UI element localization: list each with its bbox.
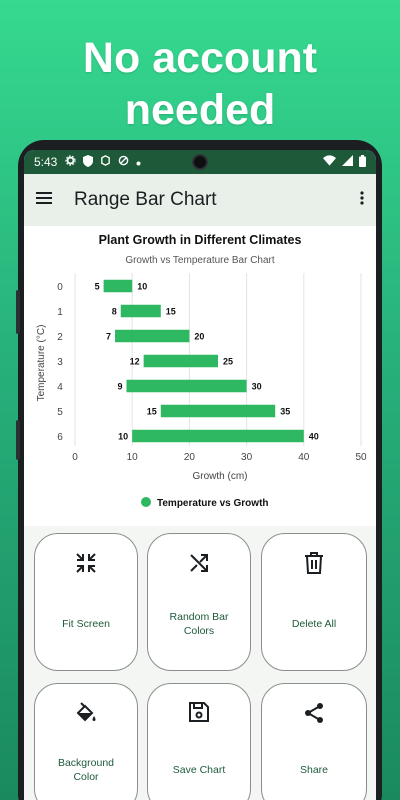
range-bar <box>160 404 276 418</box>
y-tick-label: 5 <box>57 407 63 418</box>
random-bar-colors-button[interactable]: Random Bar Colors <box>147 533 251 671</box>
range-bar <box>120 304 161 318</box>
random-bar-colors-label: Random Bar Colors <box>169 611 229 637</box>
x-tick-label: 20 <box>184 452 196 463</box>
x-tick-label: 50 <box>355 452 367 463</box>
bar-high-label: 35 <box>280 407 290 417</box>
background-color-label: Background Color <box>57 757 115 783</box>
range-bar <box>132 429 304 443</box>
more-options-icon[interactable] <box>360 190 364 210</box>
share-label: Share <box>299 764 329 776</box>
bar-high-label: 10 <box>137 282 147 292</box>
bar-high-label: 40 <box>309 432 319 442</box>
legend-swatch <box>141 497 151 507</box>
legend-label: Temperature vs Growth <box>157 498 269 509</box>
x-tick-label: 30 <box>241 452 253 463</box>
shuffle-icon <box>148 552 250 574</box>
y-tick-label: 6 <box>57 432 63 443</box>
save-chart-label: Save Chart <box>172 764 226 776</box>
wifi-icon <box>323 155 336 169</box>
status-time: 5:43 <box>34 155 58 169</box>
range-bar <box>126 379 247 393</box>
bar-low-label: 8 <box>112 307 117 317</box>
save-chart-button[interactable]: Save Chart <box>147 683 251 800</box>
y-tick-label: 3 <box>57 357 63 368</box>
signal-icon <box>342 155 353 169</box>
bar-low-label: 5 <box>95 282 100 292</box>
fit-screen-button[interactable]: Fit Screen <box>34 533 138 671</box>
y-tick-label: 2 <box>57 332 63 343</box>
background-color-button[interactable]: Background Color <box>34 683 138 800</box>
bar-high-label: 25 <box>223 357 233 367</box>
range-bar <box>103 279 133 293</box>
y-tick-label: 1 <box>57 307 63 318</box>
app-title: Range Bar Chart <box>74 189 217 210</box>
chart-title: Plant Growth in Different Climates <box>99 233 302 247</box>
vpn-icon <box>100 155 111 169</box>
y-axis-label: Temperature (°C) <box>36 325 47 402</box>
bar-low-label: 10 <box>118 432 128 442</box>
paint-bucket-icon <box>35 702 137 726</box>
power-button <box>16 420 20 460</box>
range-bar <box>115 329 190 343</box>
volume-button <box>16 290 20 334</box>
promo-line-2: needed <box>124 86 276 134</box>
shield-icon <box>83 154 94 170</box>
actions-grid: Fit Screen Random Bar Colors Delete All <box>24 527 376 800</box>
battery-icon <box>359 154 366 170</box>
bar-high-label: 30 <box>252 382 262 392</box>
bar-low-label: 9 <box>117 382 122 392</box>
x-tick-label: 0 <box>72 452 78 463</box>
promo-line-1: No account <box>82 34 318 82</box>
app-bar: Range Bar Chart <box>24 174 376 226</box>
chart-subtitle: Growth vs Temperature Bar Chart <box>125 255 275 266</box>
settings-icon <box>65 155 76 169</box>
phone-screen: 5:43 <box>24 150 376 800</box>
y-tick-label: 0 <box>57 282 63 293</box>
status-bar: 5:43 <box>24 150 376 174</box>
share-icon <box>262 702 366 724</box>
bar-low-label: 15 <box>147 407 157 417</box>
delete-all-button[interactable]: Delete All <box>261 533 367 671</box>
share-button[interactable]: Share <box>261 683 367 800</box>
chart-card[interactable]: Plant Growth in Different Climates Growt… <box>24 226 376 526</box>
x-tick-label: 40 <box>298 452 310 463</box>
bar-high-label: 20 <box>194 332 204 342</box>
x-axis-label: Growth (cm) <box>193 471 248 482</box>
bar-high-label: 15 <box>166 307 176 317</box>
delete-all-label: Delete All <box>291 618 337 630</box>
range-bar-chart: Plant Growth in Different Climates Growt… <box>36 233 367 509</box>
fit-screen-label: Fit Screen <box>62 618 110 630</box>
y-tick-label: 4 <box>57 382 63 393</box>
menu-icon[interactable] <box>36 191 52 210</box>
range-bar <box>143 354 218 368</box>
trash-icon <box>262 552 366 574</box>
save-icon <box>148 702 250 722</box>
promo-headline: No account needed <box>0 32 400 136</box>
fit-screen-icon <box>35 552 137 574</box>
bar-low-label: 7 <box>106 332 111 342</box>
front-camera <box>192 154 208 170</box>
x-tick-label: 10 <box>127 452 139 463</box>
data-saver-icon <box>118 155 129 169</box>
bar-low-label: 12 <box>130 357 140 367</box>
notification-dot-icon <box>136 155 141 169</box>
